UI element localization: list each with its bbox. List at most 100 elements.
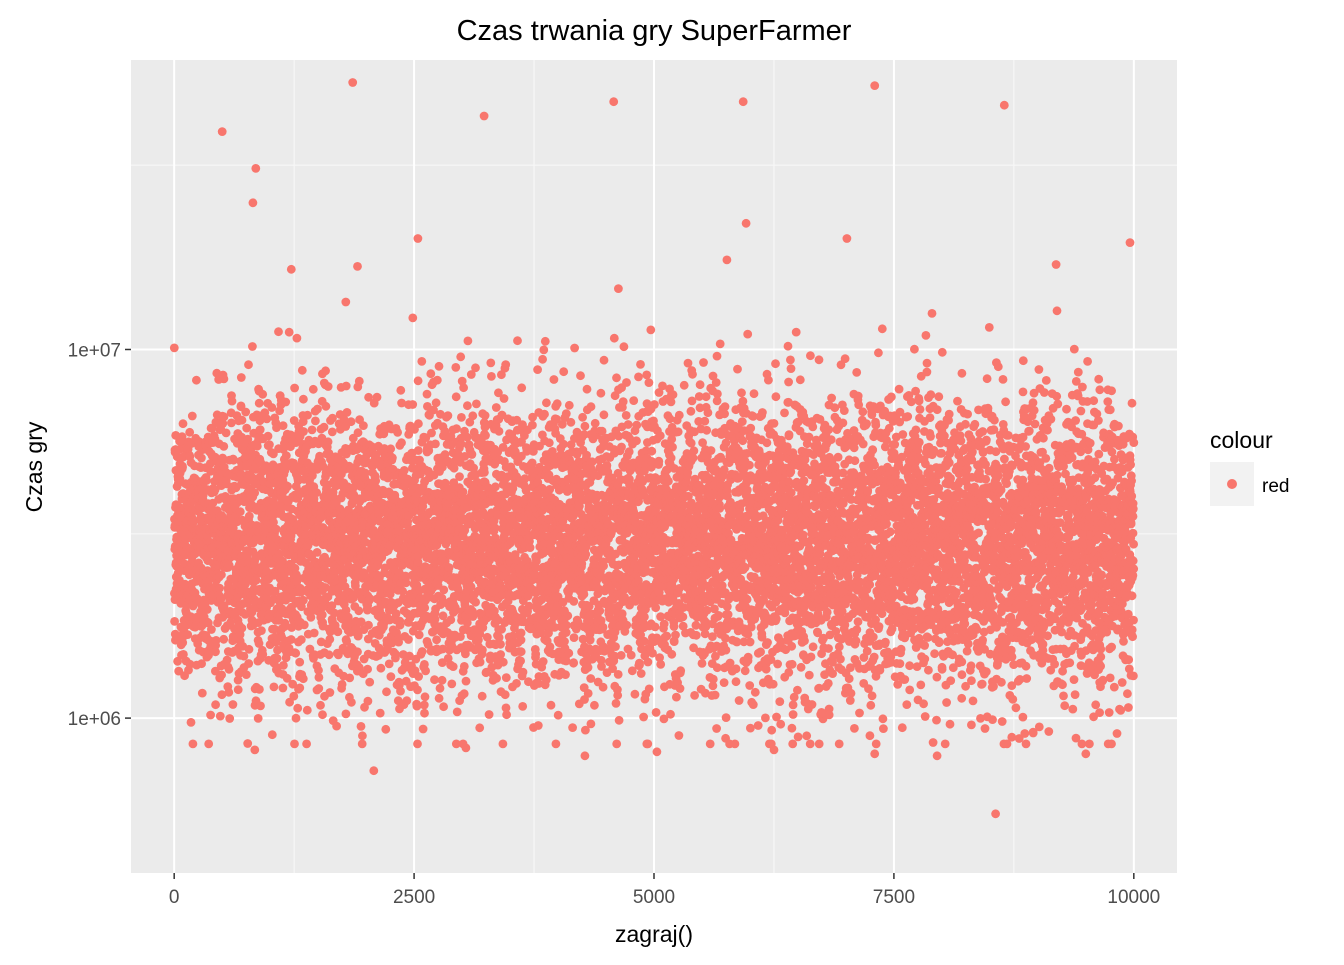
data-point <box>365 678 374 687</box>
data-point <box>629 396 638 405</box>
data-point <box>457 439 466 448</box>
data-point <box>432 635 441 644</box>
data-point <box>203 605 212 614</box>
data-point <box>404 635 413 644</box>
data-point <box>318 710 327 719</box>
data-point <box>518 702 527 711</box>
data-point <box>569 597 578 606</box>
data-point <box>256 702 265 711</box>
data-point <box>355 377 364 386</box>
data-point <box>408 314 417 323</box>
data-point <box>495 427 504 436</box>
data-point <box>538 355 547 364</box>
data-point <box>293 704 302 713</box>
data-point <box>219 635 228 644</box>
data-point <box>569 658 578 667</box>
data-point <box>359 421 368 430</box>
data-point <box>386 444 395 453</box>
data-point <box>414 419 423 428</box>
data-point <box>584 689 593 698</box>
data-point <box>237 373 246 382</box>
data-point <box>295 684 304 693</box>
data-point <box>599 623 608 632</box>
data-point <box>321 366 330 375</box>
data-point <box>238 416 247 425</box>
data-point <box>564 649 573 658</box>
data-point <box>632 421 641 430</box>
data-point <box>634 373 643 382</box>
data-point <box>324 382 333 391</box>
data-point <box>625 447 634 456</box>
data-point <box>387 672 396 681</box>
data-point <box>353 647 362 656</box>
data-point <box>295 658 304 667</box>
data-point <box>268 730 277 739</box>
data-point <box>614 670 623 679</box>
data-point <box>300 621 309 630</box>
data-point <box>431 440 440 449</box>
data-point <box>281 398 290 407</box>
data-point <box>299 427 308 436</box>
data-point <box>224 688 233 697</box>
data-point <box>189 740 198 749</box>
data-point <box>242 670 251 679</box>
data-point <box>396 687 405 696</box>
data-point <box>528 421 537 430</box>
data-point <box>563 611 572 620</box>
data-point <box>219 442 228 451</box>
data-point <box>202 476 211 485</box>
data-point <box>291 649 300 658</box>
data-point <box>274 327 283 336</box>
data-point <box>600 356 609 365</box>
data-point <box>578 413 587 422</box>
data-point <box>377 664 386 673</box>
data-point <box>388 453 397 462</box>
data-point <box>397 438 406 447</box>
data-point <box>179 419 188 428</box>
data-point <box>236 507 245 516</box>
data-point <box>570 633 579 642</box>
data-point <box>431 615 440 624</box>
data-point <box>519 668 528 677</box>
data-point <box>326 688 335 697</box>
data-point <box>559 367 568 376</box>
data-point <box>322 402 331 411</box>
data-point <box>309 385 318 394</box>
data-point <box>599 562 608 571</box>
data-point <box>358 740 367 749</box>
data-point <box>576 371 585 380</box>
data-point <box>468 450 477 459</box>
data-point <box>217 570 226 579</box>
data-point <box>525 602 534 611</box>
data-point <box>272 525 281 534</box>
data-point <box>541 337 550 346</box>
data-point <box>285 328 294 337</box>
data-point <box>480 468 489 477</box>
data-point <box>270 683 279 692</box>
data-point <box>491 482 500 491</box>
data-point <box>393 428 402 437</box>
data-point <box>302 740 311 749</box>
data-point <box>293 334 302 343</box>
data-point <box>517 383 526 392</box>
data-point <box>364 697 373 706</box>
data-point <box>279 661 288 670</box>
data-point <box>635 661 644 670</box>
data-point <box>639 713 648 722</box>
data-point <box>647 447 656 456</box>
data-point <box>426 369 435 378</box>
data-point <box>421 692 430 701</box>
data-point <box>257 626 266 635</box>
data-point <box>599 683 608 692</box>
data-point <box>612 373 621 382</box>
data-point <box>611 642 620 651</box>
data-point <box>492 403 501 412</box>
data-point <box>600 410 609 419</box>
data-point <box>622 621 631 630</box>
data-point <box>581 550 590 559</box>
data-point <box>342 382 351 391</box>
data-point <box>645 685 654 694</box>
data-point <box>531 650 540 659</box>
